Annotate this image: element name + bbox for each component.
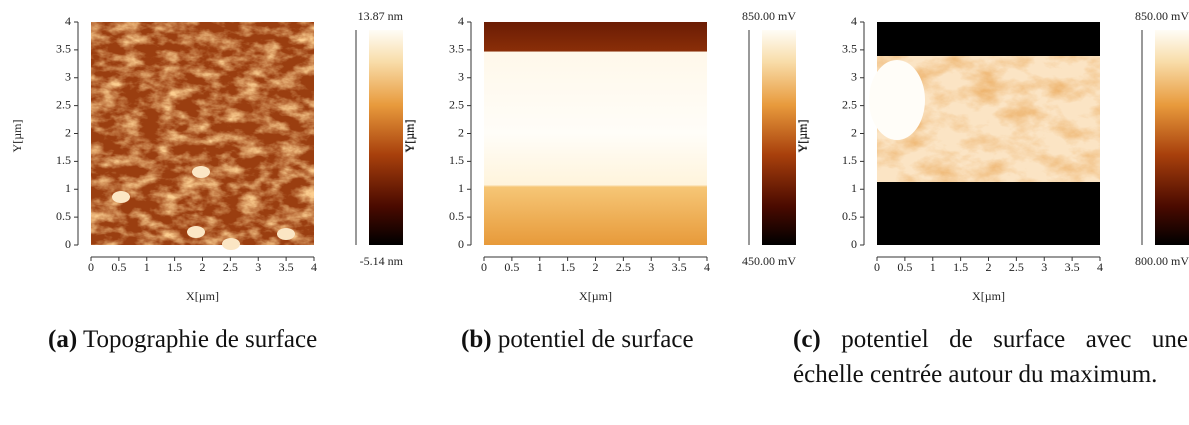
y-tick-label: 3 [458, 70, 464, 84]
x-tick-label: 1 [930, 260, 936, 274]
caption-label: (b) [461, 326, 492, 353]
caption-b: (b) potentiel de surface [461, 322, 694, 357]
x-tick-label: 2.5 [1009, 260, 1024, 274]
y-tick-label: 3 [65, 70, 71, 84]
x-tick-label: 4 [311, 260, 317, 274]
grain [277, 228, 295, 240]
caption-label: (a) [48, 326, 78, 353]
grain [192, 166, 210, 178]
y-tick-label: 3.5 [56, 42, 71, 56]
caption-c: (c) potentiel de surface avec une échell… [793, 322, 1188, 392]
y-tick-label: 2.5 [56, 97, 71, 111]
y-tick-label: 0 [458, 237, 464, 251]
colorbar-max-label: 850.00 mV [742, 9, 796, 23]
colorbar [762, 30, 796, 245]
x-tick-label: 3 [255, 260, 261, 274]
grain [187, 226, 205, 238]
x-axis-label: X[µm] [579, 289, 612, 303]
colorbar-y-label: Y[µm] [795, 120, 809, 153]
x-tick-label: 2.5 [616, 260, 631, 274]
x-axis-label: X[µm] [972, 289, 1005, 303]
caption-text: potentiel de surface [497, 326, 694, 353]
grain [112, 191, 130, 203]
y-tick-label: 2 [851, 125, 857, 139]
caption-text: Topographie de surface [82, 326, 318, 353]
afm-texture [91, 22, 314, 245]
y-tick-label: 0.5 [56, 209, 71, 223]
y-tick-label: 4 [65, 14, 71, 28]
mask-bottom [877, 182, 1100, 245]
grain [222, 238, 240, 250]
y-tick-label: 1 [458, 181, 464, 195]
x-tick-label: 3.5 [672, 260, 687, 274]
y-tick-label: 1.5 [449, 153, 464, 167]
x-tick-label: 0.5 [897, 260, 912, 274]
caption-text: potentiel de surface avec une échelle ce… [793, 326, 1189, 388]
x-tick-label: 2 [986, 260, 992, 274]
y-tick-label: 3 [851, 70, 857, 84]
y-axis-label: Y[µm] [10, 120, 24, 153]
x-tick-label: 1.5 [953, 260, 968, 274]
mask-top [877, 22, 1100, 56]
y-tick-label: 4 [851, 14, 857, 28]
colorbar-min-label: 450.00 mV [742, 254, 796, 268]
x-tick-label: 0.5 [504, 260, 519, 274]
x-tick-label: 1.5 [560, 260, 575, 274]
y-tick-label: 2 [65, 125, 71, 139]
y-tick-label: 1 [851, 181, 857, 195]
x-tick-label: 1 [144, 260, 150, 274]
colorbar [1155, 30, 1189, 245]
x-tick-label: 0 [88, 260, 94, 274]
y-tick-label: 3.5 [842, 42, 857, 56]
caption-label: (c) [793, 326, 821, 353]
hot-spot [869, 60, 925, 140]
y-tick-label: 0.5 [842, 209, 857, 223]
y-axis-label: Y[µm] [403, 120, 417, 153]
colorbar-max-label: 13.87 nm [358, 9, 404, 23]
colorbar-y-label: Y[µm] [402, 120, 416, 153]
y-tick-label: 0 [65, 237, 71, 251]
y-tick-label: 4 [458, 14, 464, 28]
y-tick-label: 0 [851, 237, 857, 251]
x-tick-label: 0.5 [111, 260, 126, 274]
x-tick-label: 4 [1097, 260, 1103, 274]
y-tick-label: 2.5 [449, 97, 464, 111]
x-tick-label: 1 [537, 260, 543, 274]
x-tick-label: 3.5 [279, 260, 294, 274]
x-tick-label: 0 [481, 260, 487, 274]
x-tick-label: 1.5 [167, 260, 182, 274]
colorbar [369, 30, 403, 245]
caption-a: (a) Topographie de surface [48, 322, 317, 357]
colorbar-min-label: -5.14 nm [360, 254, 404, 268]
x-tick-label: 3 [1041, 260, 1047, 274]
x-tick-label: 4 [704, 260, 710, 274]
colorbar-max-label: 850.00 mV [1135, 9, 1189, 23]
y-tick-label: 1.5 [56, 153, 71, 167]
colorbar-min-label: 800.00 mV [1135, 254, 1189, 268]
y-tick-label: 2 [458, 125, 464, 139]
y-tick-label: 2.5 [842, 97, 857, 111]
x-tick-label: 2.5 [223, 260, 238, 274]
y-tick-label: 1 [65, 181, 71, 195]
y-tick-label: 3.5 [449, 42, 464, 56]
y-axis-label: Y[µm] [796, 120, 810, 153]
y-tick-label: 1.5 [842, 153, 857, 167]
x-tick-label: 2 [200, 260, 206, 274]
x-tick-label: 3.5 [1065, 260, 1080, 274]
potential-image [484, 22, 707, 245]
x-tick-label: 3 [648, 260, 654, 274]
x-tick-label: 0 [874, 260, 880, 274]
x-axis-label: X[µm] [186, 289, 219, 303]
x-tick-label: 2 [593, 260, 599, 274]
y-tick-label: 0.5 [449, 209, 464, 223]
colorbar-y-label: Y[µm] [1188, 120, 1189, 153]
